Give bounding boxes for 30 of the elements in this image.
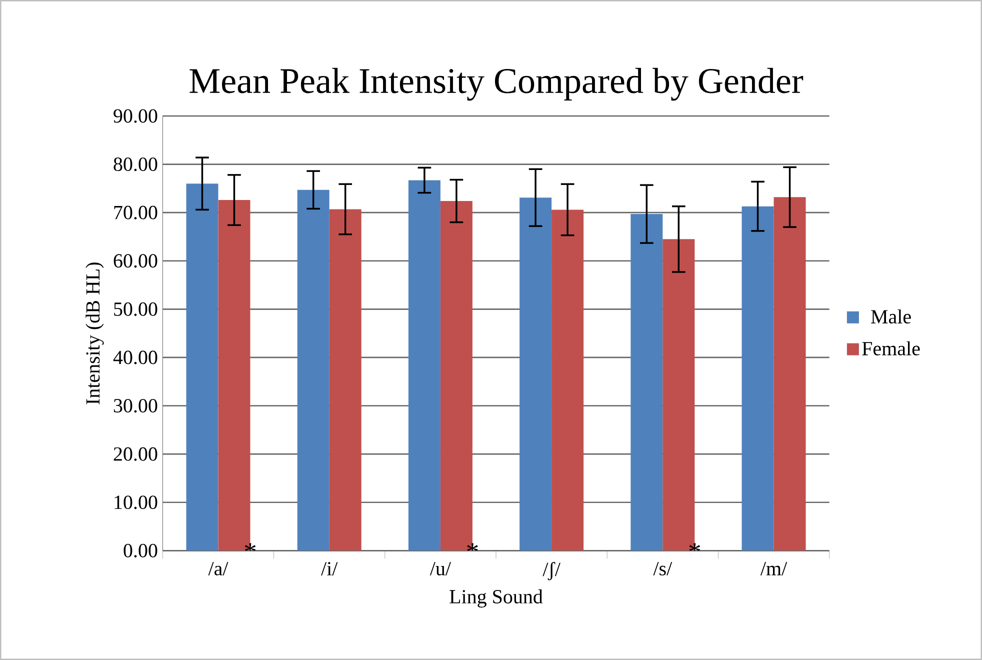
- legend-label: Female: [862, 341, 920, 356]
- bar: [329, 209, 362, 551]
- x-axis-title: Ling Sound: [450, 589, 543, 608]
- chart-title: Mean Peak Intensity Compared by Gender: [190, 68, 804, 101]
- y-tick-label: 80.00: [114, 158, 158, 172]
- y-tick-label: 0.00: [124, 544, 158, 558]
- y-tick-label: 40.00: [113, 350, 158, 364]
- x-tick-label: /a/: [208, 562, 228, 576]
- x-tick-label: /u/: [430, 562, 452, 576]
- x-tick-label: /ʃ/: [542, 562, 560, 580]
- legend-label: Male: [871, 309, 911, 324]
- bar: [630, 214, 663, 551]
- bar: [297, 190, 330, 551]
- y-tick-label: 60.00: [114, 254, 158, 268]
- y-axis-title: Intensity (dB HL): [86, 262, 104, 404]
- y-tick-label: 90.00: [114, 109, 158, 123]
- y-tick-label: 20.00: [114, 447, 158, 461]
- y-tick-label: 70.00: [114, 206, 158, 220]
- y-tick-label: 50.00: [114, 302, 158, 316]
- y-tick-label: 30.00: [114, 398, 158, 413]
- x-tick-label: /m/: [760, 562, 788, 576]
- bar: [552, 210, 584, 551]
- x-tick-label: /s/: [653, 562, 672, 576]
- bar: [186, 184, 218, 551]
- x-tick-label: /i/: [321, 562, 338, 576]
- y-tick-label: 10.00: [114, 496, 158, 510]
- bar: [520, 198, 552, 551]
- bar: [774, 197, 806, 551]
- bar: [408, 180, 440, 551]
- bar: [742, 206, 774, 551]
